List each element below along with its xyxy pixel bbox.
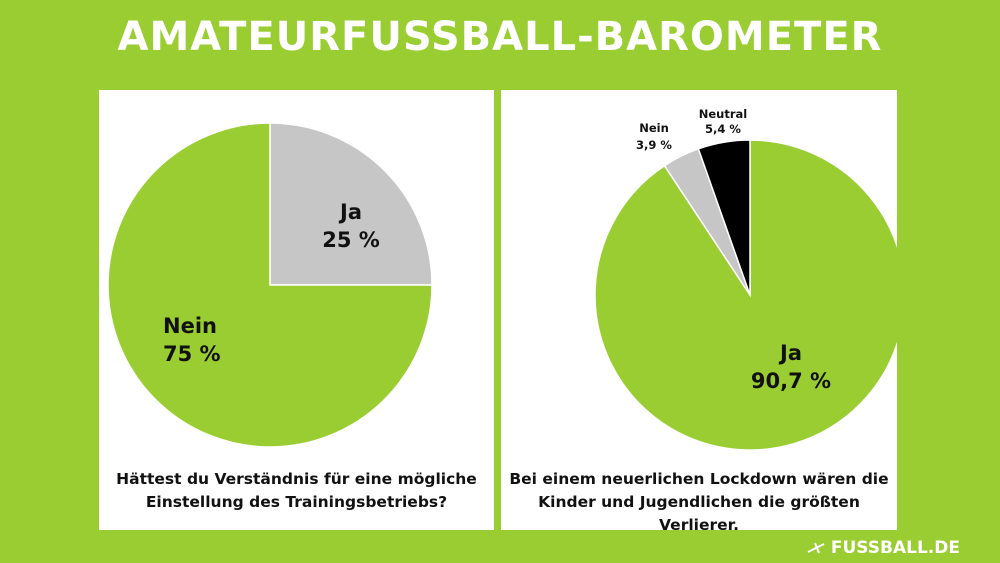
slice-value-nein: 3,9 % xyxy=(636,138,672,152)
slice-label-neutral: Neutral xyxy=(699,107,747,121)
question-text: Hättest du Verständnis für eine mögliche… xyxy=(99,468,494,514)
slice-value-neutral: 5,4 % xyxy=(705,122,741,136)
chart-panel-training: Ja 25 % Nein 75 % Hättest du Verständnis… xyxy=(99,90,494,530)
page-title: AMATEURFUSSBALL-BAROMETER xyxy=(117,14,883,60)
ball-arrow-icon xyxy=(807,541,827,555)
slice-label-ja: Ja xyxy=(778,341,802,365)
brand-logo: FUSSBALL.DE xyxy=(807,538,960,558)
pie-slice-ja xyxy=(269,122,433,286)
question-text: Bei einem neuerlichen Lockdown wären die… xyxy=(501,468,897,537)
slice-value-nein: 75 % xyxy=(163,342,221,366)
slice-label-ja: Ja xyxy=(338,200,362,224)
pie-slice-nein xyxy=(107,122,433,448)
slice-label-nein: Nein xyxy=(163,314,217,338)
pie-chart-training: Ja 25 % Nein 75 % xyxy=(107,122,433,448)
question-line: Bei einem neuerlichen Lockdown wären die xyxy=(509,470,889,488)
question-line: Kinder und Jugendlichen die größten Verl… xyxy=(538,493,860,534)
chart-panel-lockdown: Ja 90,7 % Nein 3,9 % Neutral 5,4 % Bei e… xyxy=(501,90,897,534)
slice-value-ja: 25 % xyxy=(322,228,380,252)
question-line: Hättest du Verständnis für eine mögliche xyxy=(116,470,477,488)
pie-chart-lockdown: Ja 90,7 % Nein 3,9 % Neutral 5,4 % xyxy=(594,107,897,451)
pie-slice-neutral xyxy=(697,139,751,296)
brand-name: FUSSBALL.DE xyxy=(830,538,960,558)
pie-slice-ja xyxy=(594,139,897,451)
slice-value-ja: 90,7 % xyxy=(751,369,831,393)
slice-label-nein: Nein xyxy=(639,121,669,135)
question-line: Einstellung des Trainingsbetriebs? xyxy=(145,493,448,511)
